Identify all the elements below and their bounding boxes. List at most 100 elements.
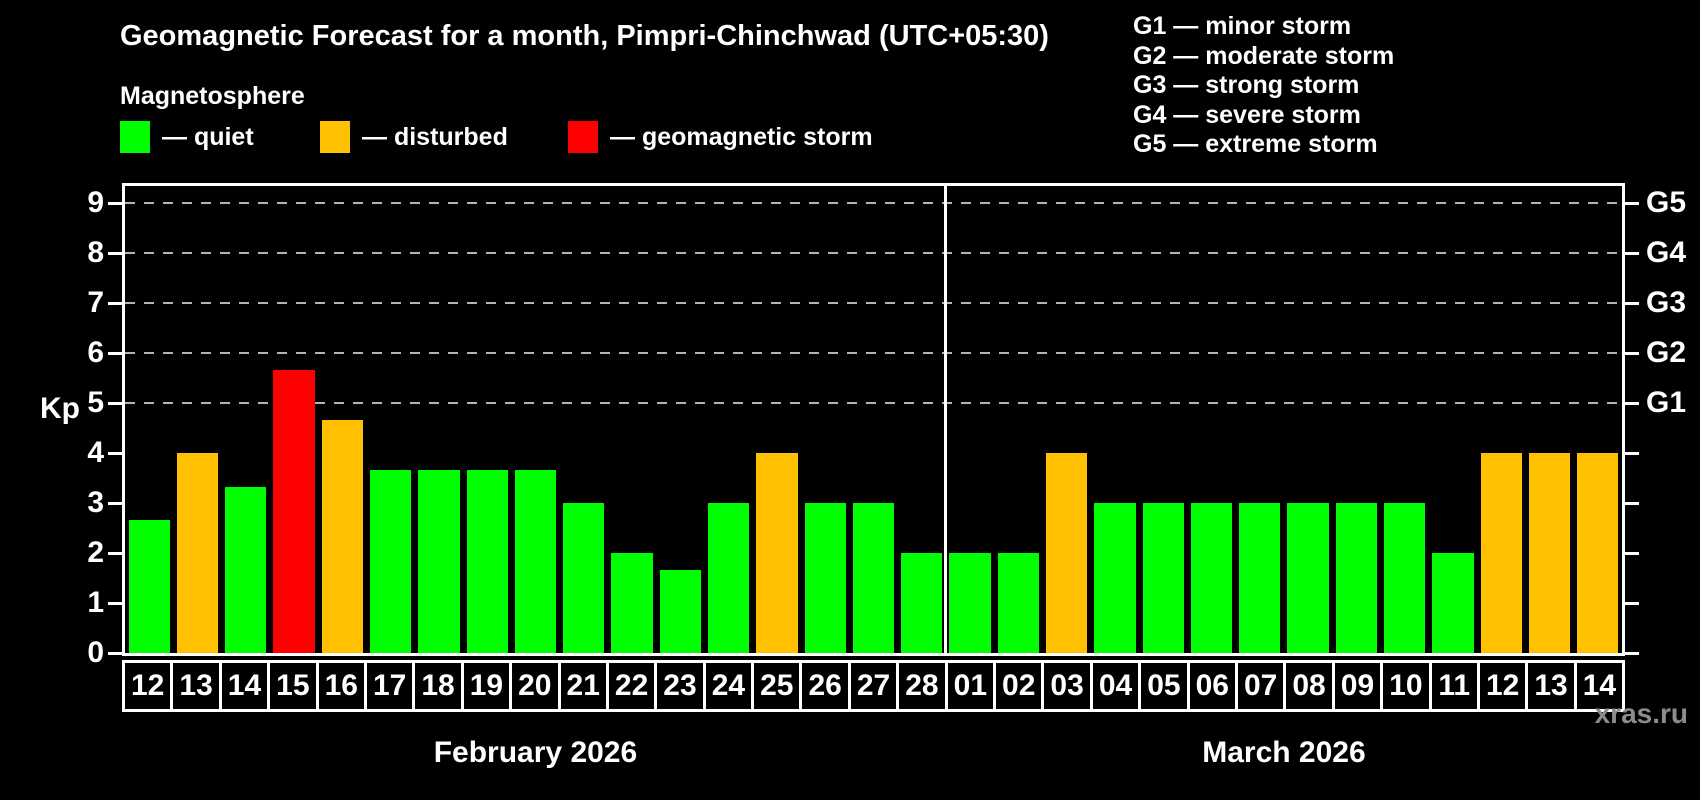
day-cell-13: 13 [173,660,222,712]
day-cell-27: 27 [850,660,900,712]
day-cell-20: 20 [512,660,561,712]
g-scale-legend: G1 — minor storm G2 — moderate storm G3 … [1133,12,1394,160]
y-tick-right-3 [1625,501,1639,505]
day-cell-08: 08 [1286,660,1335,712]
y-tick-left-9 [108,201,122,205]
y-tick-label-2: 2 [87,536,104,569]
y-tick-right-2 [1625,551,1639,555]
storm-color-swatch [568,121,598,153]
y-tick-left-2 [108,551,122,555]
disturbed-color-swatch [320,121,350,153]
bar-day-27 [852,503,895,653]
y-tick-right-6 [1625,351,1639,355]
month-label-1: March 2026 [1202,736,1366,769]
bar-day-12 [128,519,170,653]
y-axis-label: Kp [40,392,80,425]
bar-day-19 [466,469,508,653]
quiet-color-swatch [120,121,150,153]
right-axis-label-G4: G4 [1646,236,1687,269]
bar-day-09 [1335,503,1378,653]
g3-legend-line: G3 — strong storm [1133,71,1360,99]
chart-title: Geomagnetic Forecast for a month, Pimpri… [120,20,1049,52]
day-cell-16: 16 [318,660,367,712]
day-cell-07: 07 [1237,660,1287,712]
y-tick-label-6: 6 [87,336,104,369]
month-separator-line [944,186,948,653]
gridline-kp-5 [125,402,1622,404]
legend-item-storm: — geomagnetic storm [568,121,873,153]
bar-day-08 [1287,503,1329,653]
bar-day-20 [514,469,557,653]
y-tick-label-3: 3 [87,486,104,519]
bar-day-03 [1046,453,1088,653]
day-cell-03: 03 [1044,660,1093,712]
y-tick-right-0 [1625,651,1639,655]
right-axis-label-G1: G1 [1646,386,1687,419]
day-cell-04: 04 [1092,660,1142,712]
y-tick-left-5 [108,401,122,405]
bar-day-07 [1239,503,1281,653]
y-tick-left-0 [108,651,122,655]
bar-day-01 [949,553,991,653]
bar-day-04 [1094,503,1136,653]
day-cell-10: 10 [1383,660,1432,712]
y-tick-right-4 [1625,451,1639,455]
bar-day-22 [611,553,653,653]
y-tick-right-5 [1625,401,1639,405]
bar-day-15 [273,369,315,653]
day-cell-14: 14 [221,660,271,712]
legend-item-quiet: — quiet [120,121,254,153]
plot-area [122,183,1625,656]
y-tick-left-4 [108,451,122,455]
bar-day-25 [756,453,798,653]
bar-day-13 [176,453,219,653]
y-tick-left-6 [108,351,122,355]
right-axis-label-G5: G5 [1646,186,1687,219]
gridline-kp-8 [125,252,1622,254]
y-tick-label-8: 8 [87,236,104,269]
day-cell-13: 13 [1528,660,1577,712]
y-tick-left-3 [108,501,122,505]
gridline-kp-9 [125,202,1622,204]
chart-subtitle: Magnetosphere [120,82,305,110]
day-cell-09: 09 [1334,660,1384,712]
bar-day-14 [225,486,267,653]
day-cell-21: 21 [560,660,609,712]
day-cell-18: 18 [415,660,464,712]
day-cell-06: 06 [1189,660,1238,712]
g5-legend-line: G5 — extreme storm [1133,130,1378,158]
day-cell-23: 23 [657,660,706,712]
legend-label-storm: — geomagnetic storm [610,122,873,151]
y-tick-left-8 [108,251,122,255]
day-cell-24: 24 [705,660,755,712]
legend-item-disturbed: — disturbed [320,121,508,153]
day-cell-05: 05 [1141,660,1190,712]
month-label-0: February 2026 [433,736,638,769]
bar-day-26 [804,503,846,653]
y-tick-label-5: 5 [87,386,104,419]
bar-day-24 [707,503,750,653]
g4-legend-line: G4 — severe storm [1133,100,1361,129]
bar-day-12 [1480,453,1522,653]
bar-day-23 [659,569,701,653]
day-cell-19: 19 [463,660,513,712]
y-tick-right-9 [1625,201,1639,205]
day-cell-02: 02 [996,660,1045,712]
bar-day-06 [1190,503,1233,653]
day-cell-11: 11 [1431,660,1480,712]
right-axis-label-G3: G3 [1646,286,1687,319]
day-cell-28: 28 [899,660,948,712]
bar-day-28 [901,553,943,653]
y-tick-label-1: 1 [87,586,104,619]
y-tick-left-7 [108,301,122,305]
bar-day-16 [321,419,363,653]
x-axis-day-row: 12 13 14 15 16 17 18 19 20 21 22 23 24 25 26 27 28 01 02 03… [122,660,1626,712]
y-tick-label-9: 9 [87,186,104,219]
gridline-kp-6 [125,352,1622,354]
bar-day-17 [369,469,412,653]
right-axis-label-G2: G2 [1646,336,1687,369]
g1-legend-line: G1 — minor storm [1133,12,1352,40]
bar-day-14 [1577,453,1619,653]
bar-day-05 [1142,503,1184,653]
day-cell-14: 14 [1576,660,1626,712]
